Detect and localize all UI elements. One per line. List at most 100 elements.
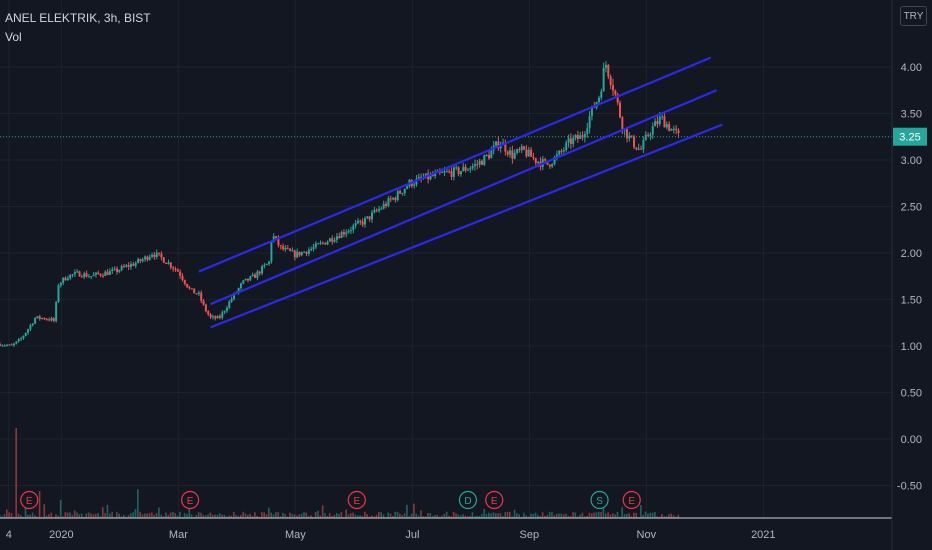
volume-bar bbox=[254, 512, 256, 518]
volume-bar bbox=[193, 516, 195, 518]
volume-bar bbox=[553, 515, 556, 518]
candle-body bbox=[155, 252, 158, 258]
volume-bar bbox=[345, 509, 347, 518]
candle-body bbox=[644, 134, 647, 141]
price-tick-label: 0.00 bbox=[901, 434, 922, 446]
candle-body bbox=[232, 293, 235, 299]
candle-body bbox=[511, 150, 514, 159]
candle-body bbox=[270, 241, 273, 262]
volume-bar bbox=[441, 515, 443, 518]
volume-bar bbox=[71, 515, 74, 518]
candle-body bbox=[146, 256, 149, 260]
candle-body bbox=[371, 212, 374, 220]
candle-body bbox=[626, 128, 629, 139]
candle-body bbox=[80, 276, 83, 278]
volume-bar bbox=[115, 511, 118, 518]
volume-bar bbox=[630, 516, 633, 518]
volume-bar bbox=[167, 514, 170, 518]
volume-legend[interactable]: Vol bbox=[5, 30, 22, 44]
volume-bar bbox=[38, 491, 41, 518]
currency-button[interactable]: TRY bbox=[900, 6, 927, 26]
volume-bar bbox=[422, 516, 425, 518]
candle-body bbox=[13, 343, 16, 346]
candle-body bbox=[38, 316, 41, 319]
volume-bar bbox=[125, 516, 127, 518]
volume-bar bbox=[429, 513, 432, 518]
volume-bar bbox=[289, 512, 291, 518]
candle-body bbox=[303, 251, 306, 253]
volume-bar bbox=[216, 514, 219, 518]
volume-bar bbox=[604, 513, 607, 518]
volume-bar bbox=[546, 515, 549, 518]
last-price-label: 3.25 bbox=[899, 132, 920, 144]
candle-body bbox=[36, 316, 39, 319]
candle-body bbox=[176, 269, 179, 272]
candle-body bbox=[661, 116, 664, 118]
candle-body bbox=[289, 248, 292, 251]
volume-bar bbox=[279, 516, 282, 518]
candle-body bbox=[183, 280, 186, 284]
candle-body bbox=[380, 208, 383, 210]
candle-body bbox=[20, 338, 23, 340]
candle-body bbox=[97, 272, 100, 275]
candle-body bbox=[85, 273, 88, 277]
candle-body bbox=[530, 149, 533, 157]
symbol-title[interactable]: ANEL ELEKTRIK, 3h, BIST bbox=[5, 11, 151, 25]
volume-bar bbox=[228, 515, 230, 518]
candle-body bbox=[41, 317, 44, 319]
volume-bar bbox=[677, 514, 680, 518]
candle-body bbox=[331, 238, 334, 242]
candle-body bbox=[495, 141, 498, 146]
volume-bar bbox=[326, 516, 329, 518]
candle-body bbox=[326, 241, 329, 245]
candle-body bbox=[497, 141, 500, 149]
volume-bar bbox=[319, 515, 322, 518]
event-marker-label: E bbox=[353, 496, 360, 507]
time-axis[interactable]: 4 2020 Mar May Jul Sep Nov 2021 bbox=[6, 529, 776, 541]
volume-bar bbox=[368, 516, 371, 518]
volume-bar bbox=[286, 516, 289, 518]
volume-bar bbox=[172, 511, 174, 518]
volume-bar bbox=[59, 500, 62, 518]
volume-bar bbox=[380, 512, 382, 518]
volume-bar bbox=[530, 513, 532, 518]
candle-body bbox=[588, 116, 591, 129]
candle-body bbox=[202, 300, 205, 305]
price-axis[interactable]: 4.00 3.50 3.00 2.50 2.00 1.50 1.00 0.50 0.00 -0.5… bbox=[897, 62, 922, 492]
candle-body bbox=[197, 292, 200, 295]
candle-body bbox=[92, 274, 95, 277]
trend-channel-lines[interactable] bbox=[198, 56, 723, 329]
volume-bar bbox=[296, 515, 298, 518]
volume-bar bbox=[518, 514, 521, 518]
candle-body bbox=[527, 149, 530, 157]
volume-bar bbox=[373, 516, 375, 518]
candle-body bbox=[15, 341, 18, 344]
volume-bar bbox=[197, 512, 200, 518]
time-tick-label: May bbox=[285, 529, 306, 541]
volume-bar bbox=[73, 510, 76, 518]
volume-bar bbox=[487, 512, 490, 518]
volume-bar bbox=[312, 516, 315, 518]
candle-body bbox=[656, 121, 659, 125]
volume-bar bbox=[76, 512, 78, 518]
volume-bar bbox=[574, 512, 577, 518]
volume-bar bbox=[8, 512, 10, 518]
volume-bar bbox=[586, 515, 588, 518]
volume-bar bbox=[137, 489, 139, 518]
volume-bar bbox=[626, 513, 628, 518]
volume-bar bbox=[305, 512, 308, 518]
volume-bar bbox=[399, 513, 401, 518]
volume-bar bbox=[476, 515, 478, 518]
candle-body bbox=[104, 271, 107, 276]
volume-bar bbox=[401, 515, 404, 518]
volume-bar bbox=[270, 512, 273, 518]
candle-body bbox=[462, 166, 465, 172]
candle-body bbox=[569, 138, 572, 144]
volume-bar bbox=[123, 514, 125, 518]
volume-bar bbox=[375, 514, 378, 518]
volume-bar bbox=[78, 514, 81, 518]
candle-body bbox=[193, 288, 196, 294]
candle-body bbox=[160, 253, 163, 258]
